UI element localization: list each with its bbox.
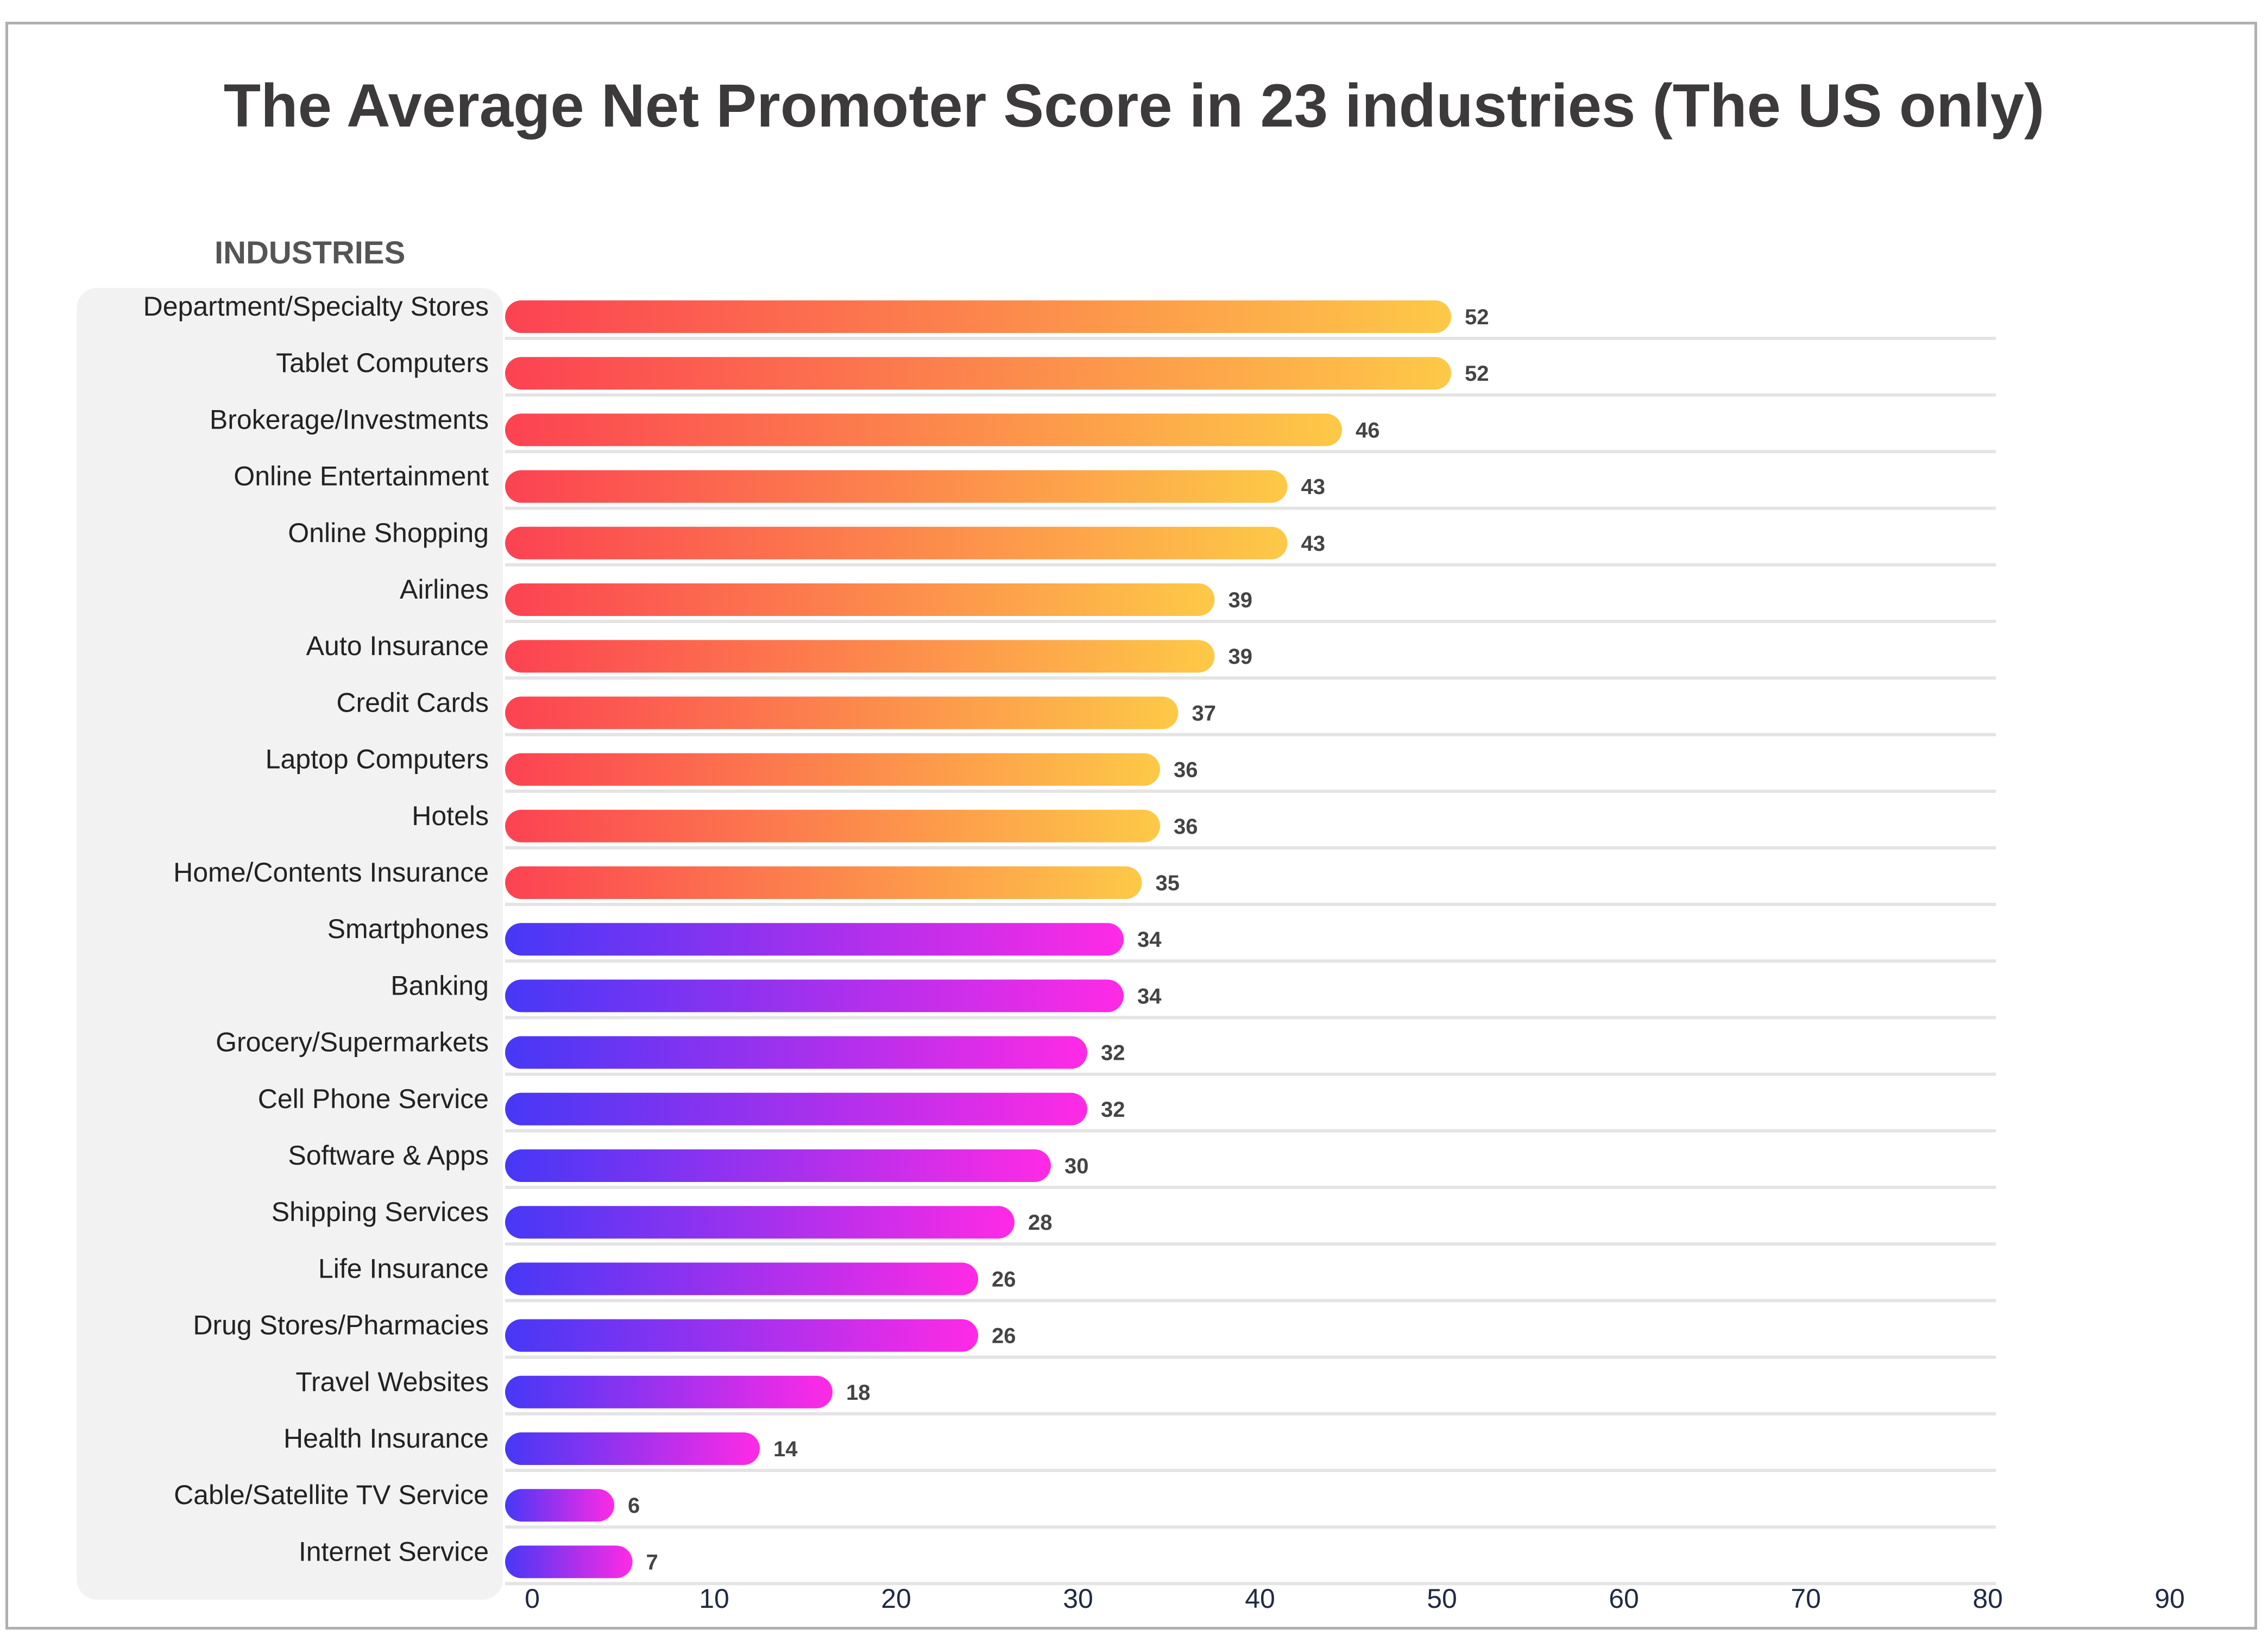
category-label-credit-cards: Credit Cards bbox=[336, 687, 489, 718]
x-tick-30: 30 bbox=[1063, 1583, 1093, 1614]
value-label-brokerage-investments: 46 bbox=[1356, 418, 1380, 442]
bar-smartphones bbox=[505, 923, 1124, 956]
category-label-cable-satellite-tv-service: Cable/Satellite TV Service bbox=[174, 1480, 489, 1510]
value-label-hotels: 36 bbox=[1174, 815, 1198, 839]
category-label-laptop-computers: Laptop Computers bbox=[266, 744, 489, 775]
bar-department-specialty-stores bbox=[505, 300, 1451, 333]
value-label-travel-websites: 18 bbox=[846, 1381, 871, 1405]
value-label-credit-cards: 37 bbox=[1192, 701, 1217, 725]
value-label-cell-phone-service: 32 bbox=[1101, 1098, 1125, 1122]
value-label-online-entertainment: 43 bbox=[1301, 475, 1326, 499]
value-label-auto-insurance: 39 bbox=[1228, 645, 1253, 669]
x-tick-0: 0 bbox=[525, 1583, 540, 1614]
category-label-software-apps: Software & Apps bbox=[288, 1140, 489, 1171]
category-label-department-specialty-stores: Department/Specialty Stores bbox=[143, 291, 489, 322]
category-label-smartphones: Smartphones bbox=[327, 914, 489, 944]
value-label-smartphones: 34 bbox=[1137, 928, 1162, 952]
bar-credit-cards bbox=[505, 696, 1179, 730]
x-tick-80: 80 bbox=[1973, 1583, 2003, 1614]
x-tick-90: 90 bbox=[2154, 1583, 2185, 1614]
bar-hotels bbox=[505, 809, 1160, 842]
bar-cable-satellite-tv-service bbox=[505, 1489, 614, 1522]
chart-canvas: The Average Net Promoter Score in 23 ind… bbox=[77, 72, 2185, 1614]
bar-home-contents-insurance bbox=[505, 866, 1142, 899]
value-label-life-insurance: 26 bbox=[992, 1267, 1016, 1291]
value-label-online-shopping: 43 bbox=[1301, 532, 1326, 556]
y-axis-title: INDUSTRIES bbox=[215, 235, 405, 271]
category-label-auto-insurance: Auto Insurance bbox=[306, 631, 489, 661]
category-label-online-shopping: Online Shopping bbox=[288, 518, 489, 548]
bar-software-apps bbox=[505, 1149, 1051, 1182]
bar-online-shopping bbox=[505, 526, 1288, 559]
value-label-tablet-computers: 52 bbox=[1465, 362, 1489, 386]
category-label-health-insurance: Health Insurance bbox=[284, 1423, 489, 1454]
x-tick-20: 20 bbox=[881, 1583, 911, 1614]
category-label-life-insurance: Life Insurance bbox=[318, 1253, 489, 1284]
bar-airlines bbox=[505, 583, 1215, 616]
bar-laptop-computers bbox=[505, 753, 1160, 786]
x-axis-ticks: 0 10 20 30 40 50 60 70 80 90 bbox=[525, 1583, 2185, 1614]
category-label-internet-service: Internet Service bbox=[299, 1536, 489, 1567]
bar-health-insurance bbox=[505, 1432, 760, 1465]
x-tick-10: 10 bbox=[699, 1583, 729, 1614]
value-label-banking: 34 bbox=[1137, 984, 1162, 1008]
value-label-shipping-services: 28 bbox=[1028, 1211, 1053, 1235]
x-tick-50: 50 bbox=[1427, 1583, 1457, 1614]
category-label-cell-phone-service: Cell Phone Service bbox=[258, 1084, 489, 1114]
bar-drug-stores-pharmacies bbox=[505, 1319, 978, 1352]
value-label-home-contents-insurance: 35 bbox=[1156, 871, 1180, 895]
chart-frame: The Average Net Promoter Score in 23 ind… bbox=[5, 22, 2257, 1630]
value-label-software-apps: 30 bbox=[1064, 1154, 1089, 1178]
bar-cell-phone-service bbox=[505, 1092, 1087, 1125]
category-label-shipping-services: Shipping Services bbox=[272, 1197, 489, 1227]
category-label-tablet-computers: Tablet Computers bbox=[276, 348, 489, 378]
chart-title: The Average Net Promoter Score in 23 ind… bbox=[224, 72, 2045, 140]
category-labels: Department/Specialty Stores Tablet Comput… bbox=[143, 291, 489, 1567]
category-label-airlines: Airlines bbox=[400, 574, 489, 605]
bar-tablet-computers bbox=[505, 357, 1451, 390]
category-label-travel-websites: Travel Websites bbox=[295, 1367, 489, 1397]
category-label-home-contents-insurance: Home/Contents Insurance bbox=[173, 857, 489, 888]
value-label-airlines: 39 bbox=[1228, 588, 1253, 612]
category-label-online-entertainment: Online Entertainment bbox=[234, 461, 489, 492]
bar-online-entertainment bbox=[505, 470, 1288, 503]
value-label-grocery-supermarkets: 32 bbox=[1101, 1041, 1125, 1065]
value-label-laptop-computers: 36 bbox=[1174, 758, 1198, 782]
bar-travel-websites bbox=[505, 1375, 833, 1408]
value-label-internet-service: 7 bbox=[646, 1550, 658, 1574]
value-label-health-insurance: 14 bbox=[773, 1437, 798, 1461]
bar-shipping-services bbox=[505, 1206, 1015, 1239]
category-label-drug-stores-pharmacies: Drug Stores/Pharmacies bbox=[193, 1310, 489, 1341]
gridlines bbox=[505, 337, 1996, 1586]
value-labels: 52 52 46 43 43 39 39 37 36 36 35 34 34 32 32 30 28 26 26 18… bbox=[628, 305, 1489, 1574]
bar-internet-service bbox=[505, 1545, 633, 1579]
category-label-panel bbox=[77, 288, 503, 1600]
value-label-drug-stores-pharmacies: 26 bbox=[992, 1324, 1016, 1348]
value-label-cable-satellite-tv-service: 6 bbox=[628, 1494, 640, 1518]
x-tick-70: 70 bbox=[1791, 1583, 1821, 1614]
category-label-brokerage-investments: Brokerage/Investments bbox=[210, 404, 489, 435]
x-tick-60: 60 bbox=[1609, 1583, 1639, 1614]
bar-brokerage-investments bbox=[505, 413, 1342, 447]
bars bbox=[505, 300, 1451, 1579]
category-label-banking: Banking bbox=[390, 970, 489, 1001]
x-tick-40: 40 bbox=[1245, 1583, 1275, 1614]
value-label-department-specialty-stores: 52 bbox=[1465, 305, 1489, 329]
category-label-hotels: Hotels bbox=[412, 801, 489, 831]
bar-grocery-supermarkets bbox=[505, 1036, 1087, 1069]
bar-life-insurance bbox=[505, 1262, 978, 1296]
bar-banking bbox=[505, 979, 1124, 1013]
bar-auto-insurance bbox=[505, 640, 1215, 673]
category-label-grocery-supermarkets: Grocery/Supermarkets bbox=[216, 1027, 489, 1058]
